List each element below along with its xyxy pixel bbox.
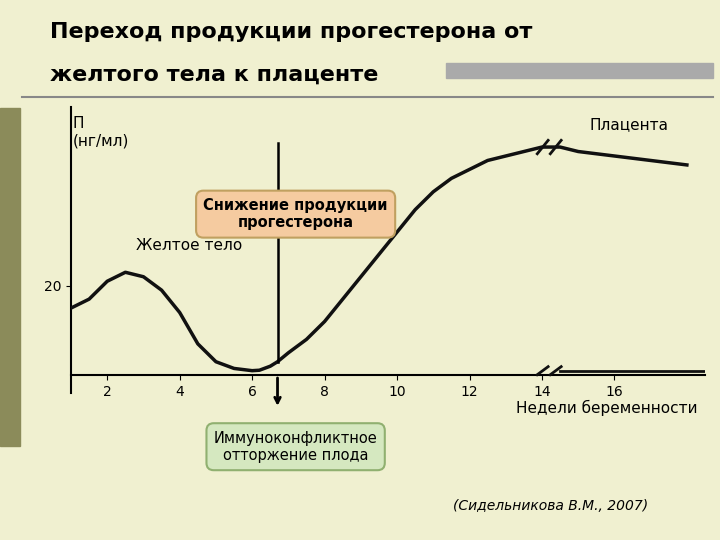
Text: (Сидельникова В.М., 2007): (Сидельникова В.М., 2007) <box>453 499 648 513</box>
Text: Переход продукции прогестерона от: Переход продукции прогестерона от <box>50 22 533 42</box>
Text: П
(нг/мл): П (нг/мл) <box>73 116 129 148</box>
Text: Плацента: Плацента <box>589 117 668 132</box>
Text: Желтое тело: Желтое тело <box>136 238 243 253</box>
Text: Снижение продукции
прогестерона: Снижение продукции прогестерона <box>203 198 388 231</box>
Text: желтого тела к плаценте: желтого тела к плаценте <box>50 65 379 85</box>
Text: Недели беременности: Недели беременности <box>516 400 698 416</box>
Text: Иммуноконфликтное
отторжение плода: Иммуноконфликтное отторжение плода <box>214 430 377 463</box>
